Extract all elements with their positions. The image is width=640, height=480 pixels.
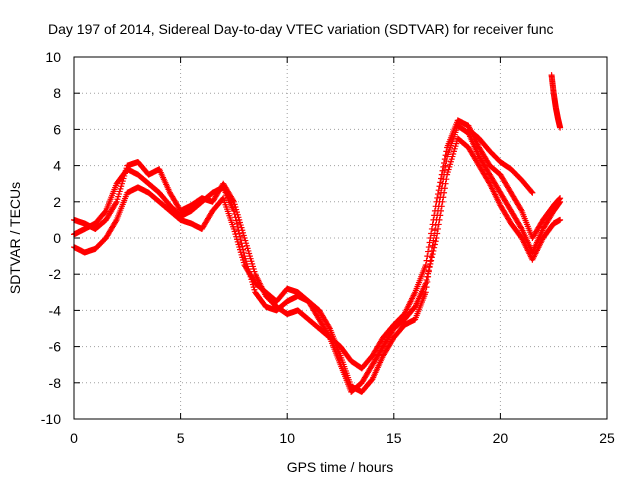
data-point bbox=[434, 230, 441, 237]
data-point bbox=[441, 185, 448, 192]
data-point bbox=[237, 236, 244, 243]
data-point bbox=[432, 203, 439, 210]
data-point bbox=[430, 247, 437, 254]
chart-title: Day 197 of 2014, Sidereal Day-to-day VTE… bbox=[48, 21, 554, 37]
data-point bbox=[236, 230, 243, 237]
data-point bbox=[438, 207, 445, 214]
data-point bbox=[425, 248, 432, 255]
data-point bbox=[557, 216, 564, 223]
x-tick-label: 20 bbox=[493, 430, 509, 446]
axis-ticks bbox=[73, 56, 608, 420]
data-point bbox=[441, 189, 448, 196]
y-tick-label: 8 bbox=[53, 85, 61, 101]
data-point bbox=[425, 270, 432, 277]
data-point bbox=[436, 183, 443, 190]
data-point bbox=[424, 253, 431, 260]
data-point bbox=[429, 221, 436, 228]
data-point bbox=[422, 280, 429, 287]
data-point bbox=[326, 324, 333, 331]
y-tick-label: -6 bbox=[49, 339, 62, 355]
data-point bbox=[440, 194, 447, 201]
data-point bbox=[443, 148, 450, 155]
data-point bbox=[233, 220, 240, 227]
data-point bbox=[425, 267, 432, 274]
data-point bbox=[429, 251, 436, 258]
y-tick-label: -10 bbox=[41, 411, 61, 427]
data-point bbox=[112, 200, 119, 207]
y-axis-label: SDTVAR / TECUs bbox=[7, 182, 23, 294]
data-point bbox=[435, 221, 442, 228]
data-point bbox=[432, 222, 439, 229]
data-point bbox=[112, 218, 119, 225]
data-point bbox=[422, 289, 429, 296]
y-tick-label: 2 bbox=[53, 194, 61, 210]
data-point bbox=[434, 194, 441, 201]
data-points bbox=[71, 72, 564, 395]
data-point bbox=[438, 171, 445, 178]
data-point bbox=[431, 207, 438, 214]
data-point bbox=[435, 187, 442, 194]
data-point bbox=[440, 163, 447, 170]
data-point bbox=[442, 152, 449, 159]
data-point bbox=[436, 216, 443, 223]
data-point bbox=[422, 262, 429, 269]
data-point bbox=[425, 244, 432, 251]
data-point bbox=[428, 230, 435, 237]
y-tick-labels: -10 -8 -6 -4 -2 0 2 4 6 8 10 bbox=[41, 49, 61, 427]
data-point bbox=[557, 195, 564, 202]
data-point bbox=[428, 225, 435, 232]
data-point bbox=[517, 206, 524, 213]
data-point bbox=[239, 243, 246, 250]
data-point bbox=[423, 277, 430, 284]
x-tick-label: 25 bbox=[599, 430, 615, 446]
data-point bbox=[529, 189, 536, 196]
data-point bbox=[438, 203, 445, 210]
y-tick-label: 6 bbox=[53, 121, 61, 137]
data-point bbox=[443, 176, 450, 183]
data-point bbox=[431, 244, 438, 251]
y-tick-label: 10 bbox=[45, 49, 61, 65]
data-point bbox=[423, 257, 430, 264]
data-point bbox=[441, 156, 448, 163]
data-point bbox=[433, 235, 440, 241]
data-point bbox=[437, 212, 444, 219]
y-tick-label: 0 bbox=[53, 230, 61, 246]
x-tick-labels: 0 5 10 15 20 25 bbox=[70, 430, 615, 446]
x-tick-label: 10 bbox=[279, 430, 295, 446]
data-point bbox=[434, 191, 441, 198]
data-point bbox=[437, 179, 444, 186]
data-point bbox=[439, 198, 446, 205]
data-point bbox=[441, 160, 448, 167]
data-point bbox=[438, 175, 445, 182]
data-point bbox=[428, 254, 435, 261]
y-tick-label: -2 bbox=[49, 266, 62, 282]
data-point bbox=[433, 198, 440, 205]
data-point bbox=[431, 241, 438, 248]
data-point bbox=[426, 239, 433, 246]
data-point bbox=[424, 273, 431, 280]
data-point bbox=[434, 225, 441, 232]
data-point bbox=[431, 212, 438, 219]
y-tick-label: -4 bbox=[49, 302, 62, 318]
x-axis-label: GPS time / hours bbox=[287, 459, 394, 475]
data-point bbox=[430, 216, 437, 223]
data-point bbox=[427, 260, 434, 267]
x-tick-label: 15 bbox=[386, 430, 402, 446]
x-tick-label: 5 bbox=[177, 430, 185, 446]
x-tick-label: 0 bbox=[70, 430, 78, 446]
data-point bbox=[432, 238, 439, 245]
data-point bbox=[233, 217, 240, 224]
y-tick-label: 4 bbox=[53, 158, 61, 174]
data-point bbox=[528, 188, 535, 195]
data-point bbox=[230, 197, 237, 204]
data-point bbox=[431, 227, 438, 234]
data-point bbox=[427, 235, 434, 241]
data-point bbox=[442, 180, 449, 187]
data-point bbox=[439, 167, 446, 174]
y-tick-label: -8 bbox=[49, 375, 62, 391]
data-point bbox=[557, 124, 564, 131]
